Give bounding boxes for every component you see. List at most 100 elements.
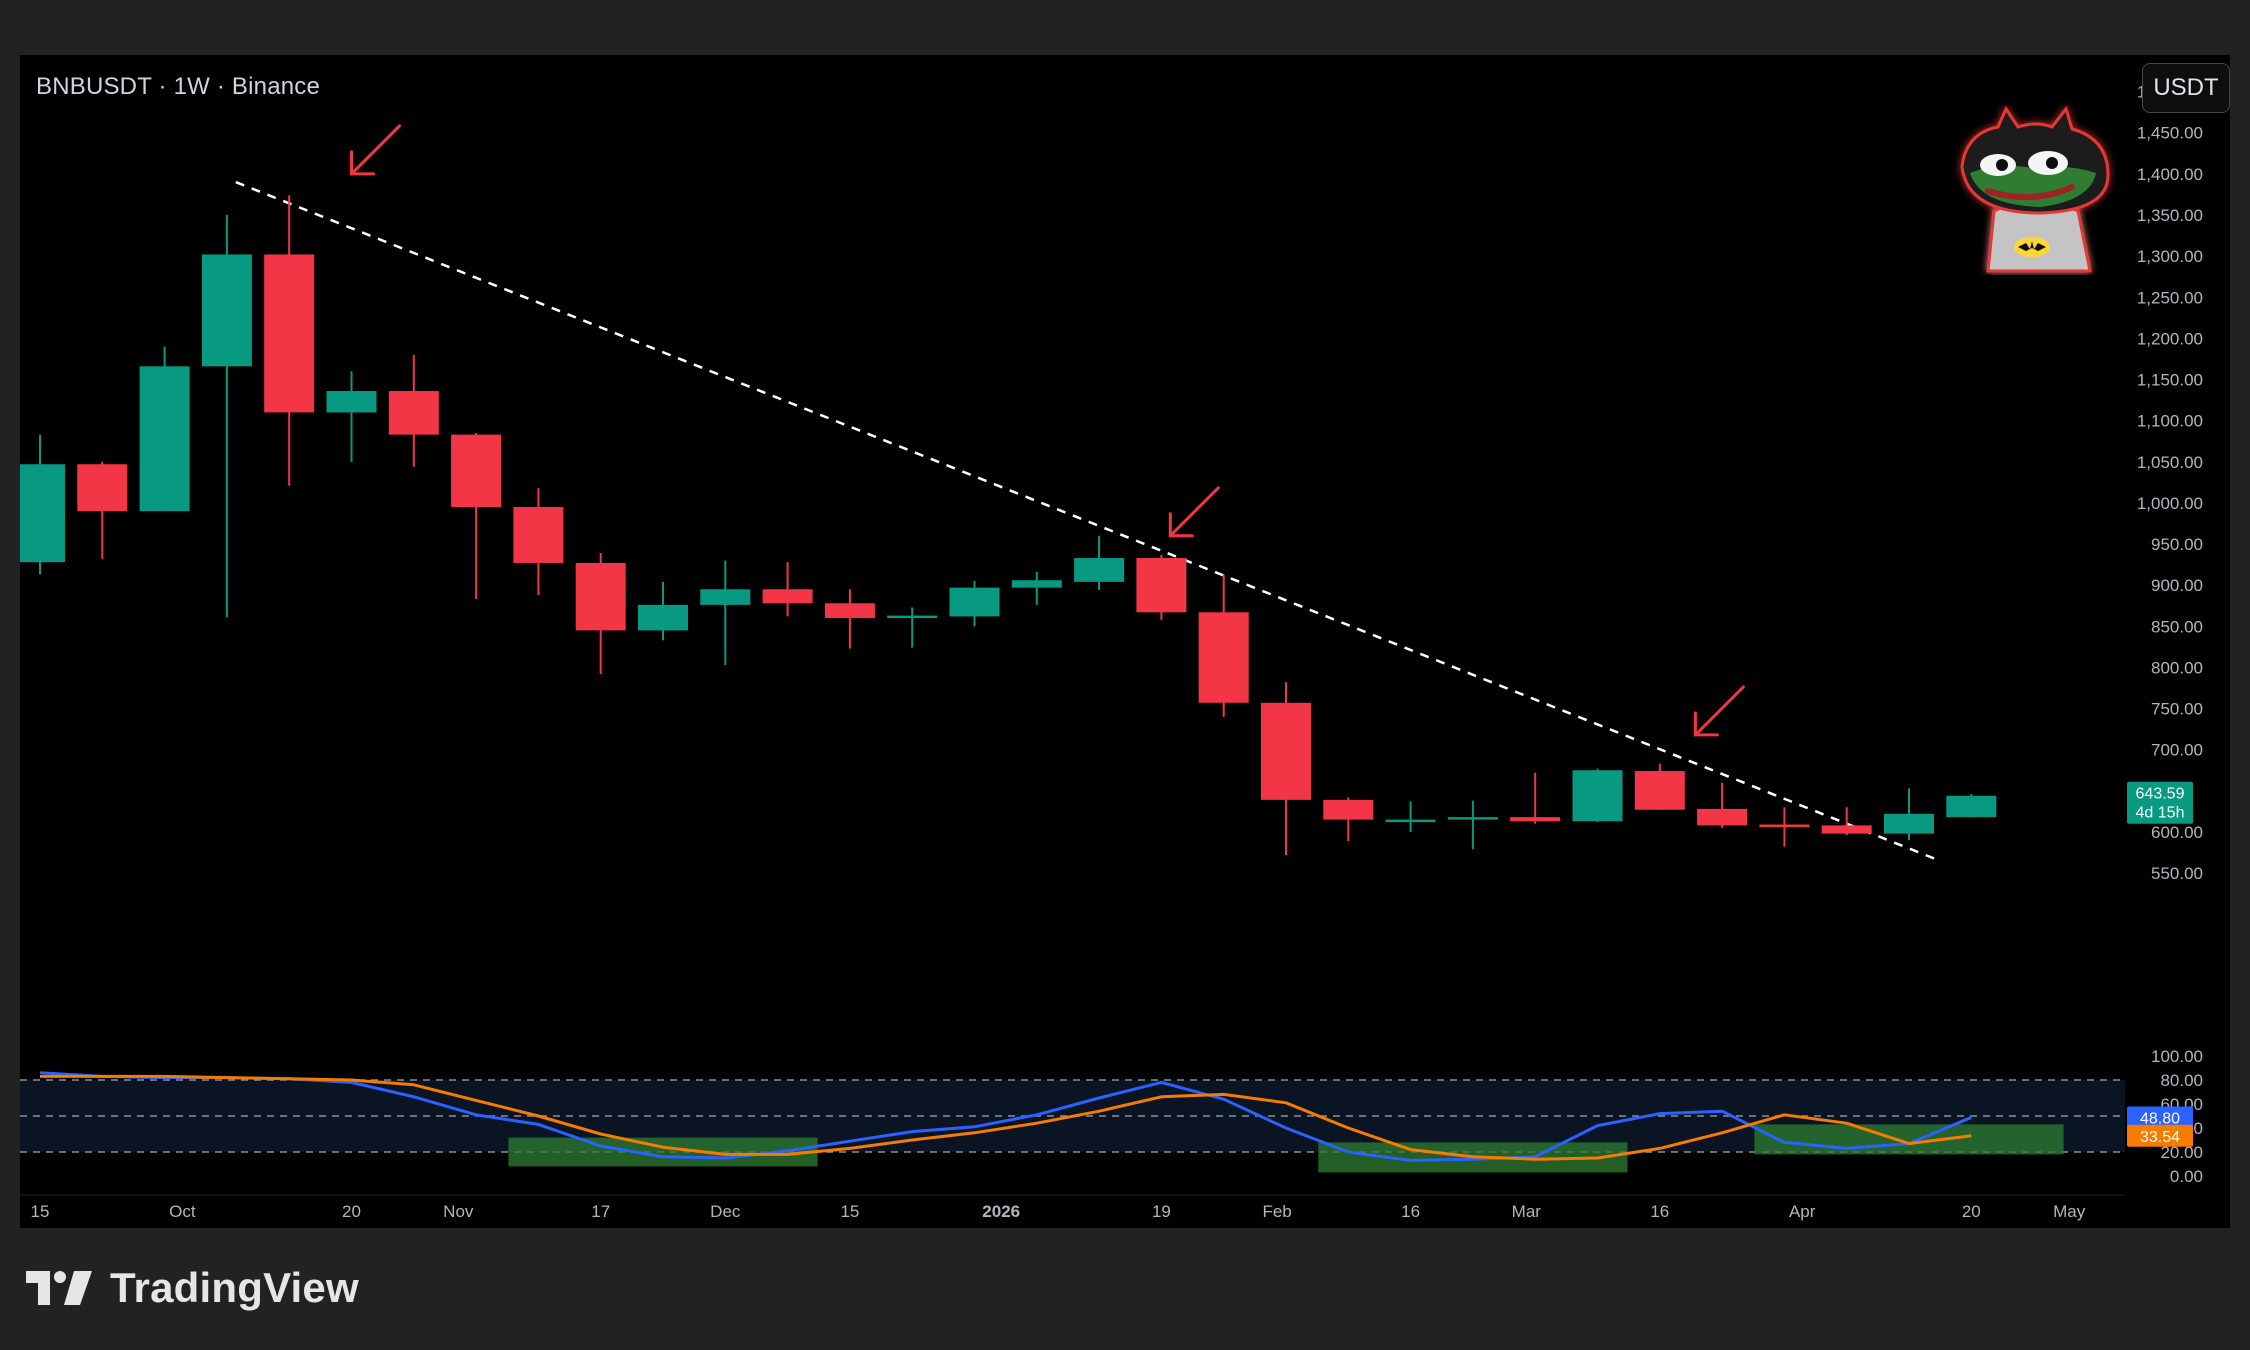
tradingview-logo-icon [26, 1271, 92, 1305]
candle-body [762, 589, 813, 604]
time-axis-label: Feb [1262, 1202, 1291, 1221]
stoch-k-badge-text: 48.80 [2140, 1110, 2180, 1127]
candle-body [1697, 808, 1748, 826]
price-axis-label: 1,350.00 [2137, 206, 2203, 225]
arrow-shaft [350, 124, 401, 176]
candle-body [1385, 819, 1436, 823]
price-axis-label: 800.00 [2151, 658, 2203, 677]
candle-body [264, 254, 315, 413]
candle-body [575, 562, 626, 631]
time-axis-label: 16 [1650, 1202, 1669, 1221]
chart-canvas[interactable]: 1,500.001,450.001,400.001,350.001,300.00… [20, 55, 2230, 1228]
candle-body [1572, 770, 1623, 822]
stoch-axis-label: 80.00 [2160, 1071, 2203, 1090]
candle-body [513, 507, 564, 563]
candle-body [139, 366, 190, 512]
candle-body [388, 391, 439, 435]
price-axis-label: 750.00 [2151, 700, 2203, 719]
time-axis-label: 20 [342, 1202, 361, 1221]
candle-body [1011, 580, 1062, 588]
candle-body [77, 464, 128, 512]
candle-body [1323, 799, 1374, 820]
candle-body [1136, 558, 1187, 613]
arrow-head [1168, 512, 1194, 538]
red-arrow-icon [1693, 685, 1745, 737]
time-axis-label: 15 [840, 1202, 859, 1221]
time-axis-label: Oct [169, 1202, 196, 1221]
time-axis-label: May [2053, 1202, 2086, 1221]
arrow-head [1693, 711, 1719, 737]
price-axis-label: 1,100.00 [2137, 412, 2203, 431]
arrow-head [350, 150, 375, 176]
symbol-title: BNBUSDT · 1W · Binance [36, 73, 321, 100]
last-price-badge-text: 643.59 [2136, 786, 2185, 803]
candle-body [1634, 771, 1685, 810]
price-axis-label: 900.00 [2151, 576, 2203, 595]
tradingview-logo[interactable]: TradingView [24, 1264, 359, 1312]
price-axis-label: 1,050.00 [2137, 453, 2203, 472]
time-axis-label: 16 [1401, 1202, 1420, 1221]
batman-pepe-avatar-icon [1960, 105, 2110, 273]
stoch-k-badge-bg [2127, 1106, 2193, 1129]
stoch-d-badge: 33.54 [2127, 1124, 2193, 1147]
currency-unit-button[interactable]: USDT [2142, 63, 2230, 113]
price-axis-label: 1,450.00 [2137, 124, 2203, 143]
arrow-shaft [1168, 486, 1220, 538]
time-axis-label: 17 [591, 1202, 610, 1221]
candle-body [1074, 558, 1125, 582]
candle-body [700, 589, 751, 605]
time-axis-label: 2026 [982, 1202, 1020, 1221]
time-axis-label: Dec [710, 1202, 741, 1221]
price-axis-label: 550.00 [2151, 864, 2203, 883]
candle-body [20, 464, 65, 563]
candle-body [451, 434, 502, 508]
time-axis-label: Nov [443, 1202, 474, 1221]
candle-body [1821, 825, 1872, 834]
price-axis-label: 700.00 [2151, 741, 2203, 760]
price-axis-label: 950.00 [2151, 535, 2203, 554]
red-arrow-icon [1168, 486, 1220, 538]
price-axis-label: 1,400.00 [2137, 165, 2203, 184]
stoch-axis-label: 0.00 [2170, 1167, 2203, 1186]
candle-body [824, 603, 875, 619]
stoch-d-line [40, 1074, 1972, 1161]
candle-body [201, 254, 252, 367]
tradingview-brand-text: TradingView [110, 1264, 359, 1311]
time-axis-label: Apr [1789, 1202, 1816, 1221]
price-axis-label: 1,250.00 [2137, 288, 2203, 307]
price-axis-label: 600.00 [2151, 823, 2203, 842]
candle-body [1946, 795, 1997, 818]
trendline [235, 180, 1937, 861]
time-axis-label: 20 [1962, 1202, 1981, 1221]
price-axis-label: 1,200.00 [2137, 329, 2203, 348]
stoch-d-badge-bg [2127, 1124, 2193, 1147]
candle-body [949, 587, 1000, 617]
price-axis-label: 1,150.00 [2137, 371, 2203, 390]
candle-body [1510, 817, 1561, 822]
last-price-badge: 643.59 4d 15h [2127, 781, 2193, 824]
stoch-axis-label: 20.00 [2160, 1143, 2203, 1162]
candle-body [638, 604, 688, 631]
last-price-badge-bg [2127, 781, 2193, 824]
stoch-k-badge: 48.80 [2127, 1106, 2193, 1129]
candle-body [1261, 702, 1311, 800]
candle-body [887, 615, 938, 619]
time-axis-label: 15 [31, 1202, 50, 1221]
price-axis-label: 1,300.00 [2137, 247, 2203, 266]
stoch-k-line [39, 1071, 1972, 1162]
candle-body [326, 391, 377, 413]
time-axis-label: Mar [1512, 1202, 1542, 1221]
candle-body [1198, 612, 1249, 703]
last-price-badge-text: 4d 15h [2136, 805, 2185, 822]
arrow-shaft [1693, 685, 1745, 737]
price-axis-label: 850.00 [2151, 617, 2203, 636]
red-arrow-icon [350, 124, 401, 176]
stoch-axis-label: 100.00 [2151, 1047, 2203, 1066]
stoch-d-badge-text: 33.54 [2140, 1129, 2180, 1146]
candle-body [1759, 824, 1810, 828]
stoch-highlight-zone [1754, 1124, 2064, 1155]
time-axis-label: 19 [1152, 1202, 1171, 1221]
chart-frame[interactable]: 1,500.001,450.001,400.001,350.001,300.00… [20, 55, 2230, 1228]
price-axis-label: 1,000.00 [2137, 494, 2203, 513]
candle-body [1884, 813, 1934, 834]
